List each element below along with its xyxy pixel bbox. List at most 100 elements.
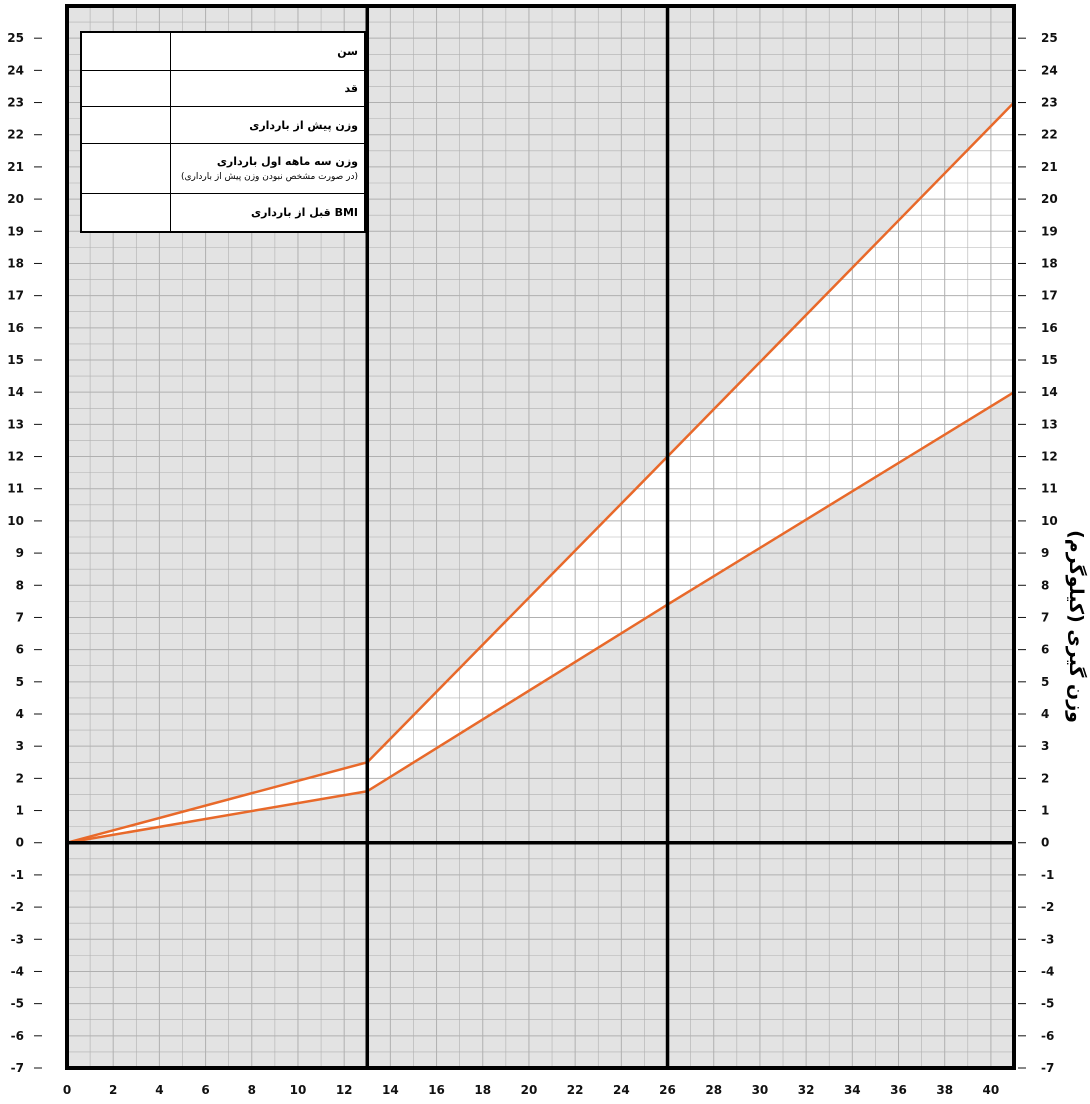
y-tick-label: 15 (7, 353, 24, 367)
y-tick-label: 21 (1041, 160, 1058, 174)
info-row-bmi: BMI قبل از بارداری (80, 193, 366, 233)
y-tick-label: 9 (1041, 546, 1049, 560)
y-tick-label: 14 (7, 385, 24, 399)
y-tick-label: 8 (16, 578, 24, 592)
x-tick-label: 10 (290, 1083, 307, 1097)
info-label-first-trimester-weight: وزن سه ماهه اول بارداری (در صورت مشخص نب… (170, 143, 366, 195)
upper-limit-line (66, 101, 1015, 844)
x-tick-label: 12 (336, 1083, 353, 1097)
info-value-first-trimester-weight[interactable] (80, 143, 171, 195)
y-tick-label: 11 (1041, 482, 1058, 496)
y-tick-label: 7 (1041, 610, 1049, 624)
y-tick-label: 16 (1041, 321, 1058, 335)
y-tick-label: 5 (16, 675, 24, 689)
y-tick-label: 12 (7, 450, 24, 464)
lower-limit-line (66, 391, 1015, 844)
y-tick-label: 14 (1041, 385, 1058, 399)
y-tick-label: 10 (1041, 514, 1058, 528)
x-tick-label: 22 (567, 1083, 584, 1097)
y-tick-label: 19 (1041, 224, 1058, 238)
y-tick-label: 13 (1041, 417, 1058, 431)
info-value-height[interactable] (80, 69, 171, 108)
x-tick-label: 0 (63, 1083, 71, 1097)
info-label-prepregnancy-weight: وزن پیش از بارداری (170, 106, 366, 145)
x-tick-label: 4 (155, 1083, 163, 1097)
y-tick-label: 4 (1041, 707, 1049, 721)
x-tick-label: 16 (428, 1083, 445, 1097)
y-tick-label: 6 (16, 643, 24, 657)
x-tick-label: 8 (248, 1083, 256, 1097)
y-tick-label: 17 (1041, 289, 1058, 303)
x-tick-label: 40 (983, 1083, 1000, 1097)
plot-frame (65, 4, 1016, 1070)
x-tick-label: 2 (109, 1083, 117, 1097)
info-row-age: سن (80, 31, 366, 71)
y-tick-label: 0 (1041, 836, 1049, 850)
y-tick-label: 12 (1041, 450, 1058, 464)
x-tick-label: 20 (521, 1083, 538, 1097)
y-tick-label: 5 (1041, 675, 1049, 689)
y-tick-label: -7 (1041, 1061, 1054, 1075)
y-tick-label: 21 (7, 160, 24, 174)
y-tick-label: 15 (1041, 353, 1058, 367)
y-tick-label: 3 (16, 739, 24, 753)
info-label-bmi: BMI قبل از بارداری (170, 193, 366, 233)
y-tick-label: 8 (1041, 578, 1049, 592)
y-tick-label: 23 (1041, 96, 1058, 110)
y-tick-label: -2 (11, 900, 24, 914)
y-tick-label: 7 (16, 610, 24, 624)
x-tick-label: 14 (382, 1083, 399, 1097)
y-tick-label: 11 (7, 482, 24, 496)
y-tick-label: 17 (7, 289, 24, 303)
info-row-height: قد (80, 69, 366, 108)
y-tick-label: -1 (11, 868, 24, 882)
y-tick-label: 25 (7, 31, 24, 45)
y-tick-label: 1 (16, 804, 24, 818)
y-tick-label: -1 (1041, 868, 1054, 882)
x-tick-label: 30 (752, 1083, 769, 1097)
y-tick-label: 4 (16, 707, 24, 721)
y-tick-label: 18 (1041, 256, 1058, 270)
info-value-prepregnancy-weight[interactable] (80, 106, 171, 145)
series-lines (66, 101, 1015, 844)
y-tick-label: -6 (11, 1029, 24, 1043)
x-tick-label: 18 (474, 1083, 491, 1097)
x-tick-label: 32 (798, 1083, 815, 1097)
x-tick-label: 26 (659, 1083, 676, 1097)
x-tick-label: 38 (936, 1083, 953, 1097)
y-tick-label: 20 (7, 192, 24, 206)
info-value-bmi[interactable] (80, 193, 171, 233)
x-tick-label: 28 (705, 1083, 722, 1097)
info-value-age[interactable] (80, 31, 171, 71)
y-tick-labels-right: -7-6-5-4-3-2-101234567891011121314151617… (1018, 31, 1058, 1075)
y-tick-label: -5 (11, 997, 24, 1011)
y-tick-label: 23 (7, 96, 24, 110)
y-tick-label: 1 (1041, 804, 1049, 818)
x-tick-labels: 0 2 4 6 8 10 12 14 16 18 20 22 24 26 28 30 32 34 36 38 40 (63, 1083, 999, 1097)
y-tick-label: 18 (7, 256, 24, 270)
y-tick-label: 9 (16, 546, 24, 560)
y-tick-label: 13 (7, 417, 24, 431)
y-tick-label: 10 (7, 514, 24, 528)
y-tick-label: 2 (1041, 771, 1049, 785)
y-tick-label: 3 (1041, 739, 1049, 753)
y-tick-label: -7 (11, 1061, 24, 1075)
y-tick-label: -3 (11, 932, 24, 946)
info-note-first-trimester: (در صورت مشخص نبودن وزن پیش از بارداری) (180, 172, 358, 183)
patient-info-table: سن قد وزن پیش از بارداری وزن سه ماهه اول… (80, 31, 366, 233)
y-axis-title: وزن گیری (کیلوگرم) (1065, 530, 1087, 723)
x-tick-label: 34 (844, 1083, 861, 1097)
y-tick-label: 20 (1041, 192, 1058, 206)
y-tick-label: 19 (7, 224, 24, 238)
y-tick-label: -2 (1041, 900, 1054, 914)
y-tick-labels-left: -7-6-5-4-3-2-101234567891011121314151617… (7, 31, 42, 1075)
y-tick-label: 2 (16, 771, 24, 785)
info-row-prepregnancy-weight: وزن پیش از بارداری (80, 106, 366, 145)
x-tick-label: 6 (201, 1083, 209, 1097)
x-tick-label: 24 (613, 1083, 630, 1097)
y-tick-label: 25 (1041, 31, 1058, 45)
x-tick-label: 36 (890, 1083, 907, 1097)
y-tick-label: -6 (1041, 1029, 1054, 1043)
y-tick-label: -5 (1041, 997, 1054, 1011)
info-label-age: سن (170, 31, 366, 71)
